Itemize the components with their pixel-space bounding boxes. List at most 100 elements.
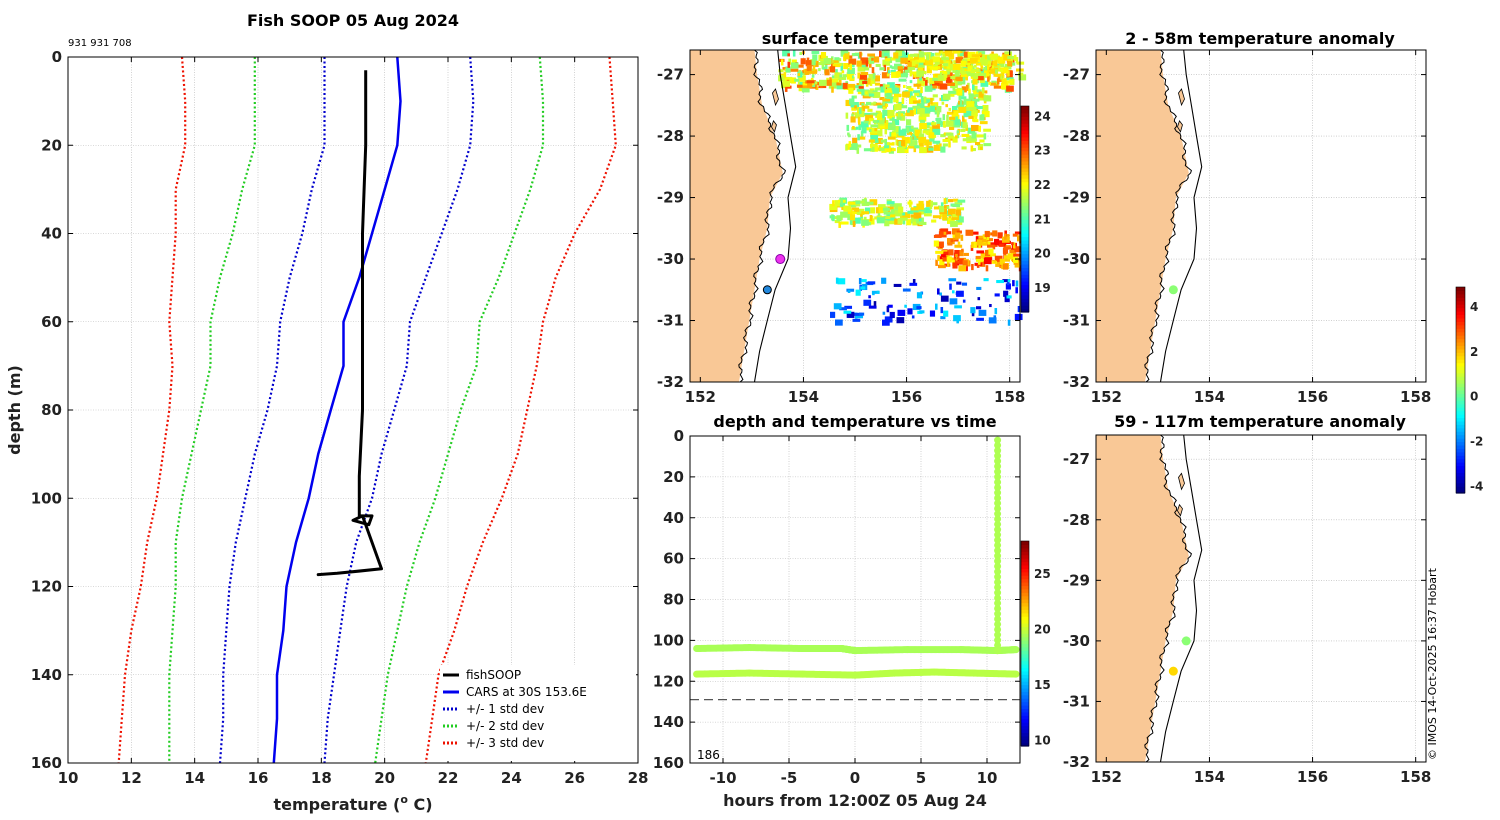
sst-cell <box>916 70 925 77</box>
sst-cell <box>974 64 977 68</box>
ts-point <box>994 484 1002 491</box>
sst-cell <box>889 311 895 319</box>
colorbar-tick-label: 0 <box>1470 390 1478 404</box>
sst-cell <box>801 86 810 93</box>
y-tick-label: 160 <box>653 754 684 772</box>
sst-cell <box>906 131 913 135</box>
sst-cell <box>933 73 939 80</box>
sst-cell <box>948 208 956 215</box>
sst-cell <box>864 67 870 71</box>
sst-cell <box>943 310 949 317</box>
colorbar-step <box>1021 109 1029 114</box>
sst-cell <box>899 105 908 109</box>
sst-cell <box>1014 313 1023 321</box>
sst-cell <box>960 234 964 241</box>
sst-cell <box>953 315 961 322</box>
colorbar-step <box>1021 229 1029 234</box>
sst-cell <box>875 87 881 91</box>
colorbar-step <box>1021 123 1029 128</box>
y-tick-label: 60 <box>663 550 684 568</box>
sst-cell <box>871 80 874 84</box>
sst-cell <box>919 113 922 117</box>
sst-cell <box>907 61 913 68</box>
sst-cell <box>874 128 877 132</box>
sst-cell <box>926 200 932 207</box>
x-tick-label: 154 <box>1194 388 1225 406</box>
sst-cell <box>862 95 871 99</box>
sst-cell <box>947 82 955 86</box>
ts-point <box>994 589 1002 597</box>
sst-cell <box>907 109 910 113</box>
sst-cell <box>884 93 888 97</box>
colorbar-step <box>1021 267 1029 272</box>
sst-cell <box>884 316 893 323</box>
x-tick-label: 24 <box>501 769 522 787</box>
sst-cell <box>956 230 962 234</box>
y-tick-label: 100 <box>653 631 684 649</box>
sst-cell <box>942 93 951 100</box>
sst-cell <box>837 278 846 285</box>
sst-cell <box>967 69 976 76</box>
sst-cell <box>959 258 965 265</box>
x-tick-label: 28 <box>628 769 649 787</box>
sst-cell <box>935 259 938 266</box>
ts-point <box>994 478 1002 486</box>
colorbar-tick-label: 20 <box>1034 247 1051 261</box>
sst-cell <box>979 114 985 121</box>
sst-cell <box>919 310 925 314</box>
x-tick-label: 156 <box>1297 768 1328 786</box>
colorbar-step <box>1021 202 1029 207</box>
sst-cell <box>812 64 816 71</box>
ts-points <box>690 436 1020 701</box>
sst-cell <box>948 90 956 94</box>
colorbar-step <box>1021 270 1029 275</box>
sst-cell <box>857 52 861 59</box>
sst-cell <box>893 126 899 133</box>
sst-cell <box>973 72 979 79</box>
sst-cell <box>916 91 922 98</box>
marker-blue <box>762 285 772 295</box>
ts-point <box>994 457 1002 465</box>
sst-cell <box>952 136 958 143</box>
sst-cell <box>961 146 967 150</box>
sst-cell <box>1004 258 1011 262</box>
sst-cell <box>965 265 968 272</box>
sst-cell <box>1004 255 1010 262</box>
sst-cell <box>858 278 862 285</box>
colorbar-step <box>1021 174 1029 179</box>
sst-cell <box>923 71 927 75</box>
sst-cell <box>965 74 968 81</box>
ts-point <box>994 494 1002 502</box>
island <box>771 120 777 133</box>
sst-cell <box>814 81 818 85</box>
sst-cell <box>917 108 925 115</box>
sst-cell <box>787 61 791 68</box>
colorbar-step <box>1021 561 1029 566</box>
colorbar-step <box>1021 301 1029 306</box>
sst-cell <box>982 253 991 260</box>
sst-cell <box>857 91 863 95</box>
sst-cell <box>943 231 947 235</box>
sst-cell <box>898 129 907 136</box>
sst-cell <box>940 50 943 54</box>
sst-cell <box>897 217 903 224</box>
sst-cell <box>1018 74 1027 81</box>
sst-cell <box>860 72 869 76</box>
sst-cell <box>988 253 996 257</box>
colorbar-step <box>1021 136 1029 141</box>
colorbar-step <box>1021 599 1029 604</box>
colorbar-step <box>1456 407 1465 412</box>
sst-cell <box>829 203 838 211</box>
sst-cell <box>886 92 892 99</box>
shelf-contour <box>1159 49 1203 383</box>
sst-cell <box>983 258 992 265</box>
sst-cell <box>904 112 908 116</box>
sst-cell <box>985 65 988 69</box>
y-tick-label: 120 <box>653 672 684 690</box>
sst-cell <box>1006 295 1012 299</box>
ts-point <box>994 594 1002 602</box>
sst-cell <box>853 217 861 224</box>
sst-cell <box>849 143 858 150</box>
sst-cell <box>892 120 895 127</box>
